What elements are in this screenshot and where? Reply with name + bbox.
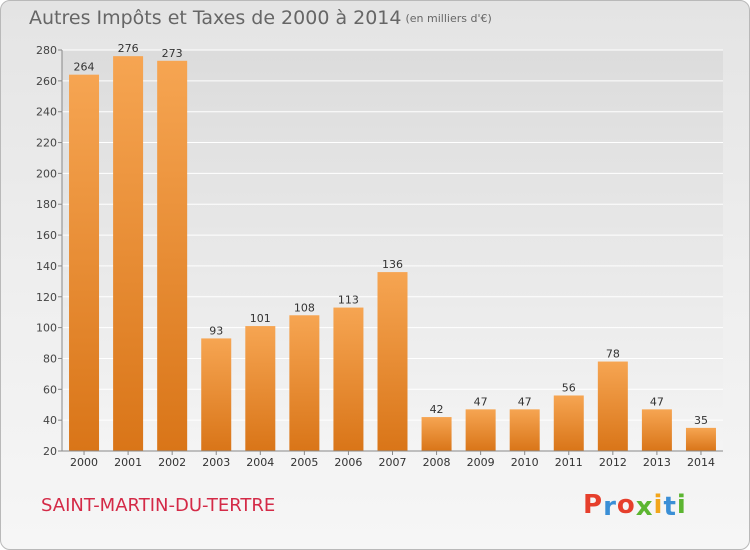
y-tick-label: 240 — [36, 106, 57, 119]
y-tick-label: 160 — [36, 229, 57, 242]
bar-value-label: 101 — [250, 312, 271, 325]
y-tick-label: 100 — [36, 322, 57, 335]
logo-letter: i — [676, 490, 687, 520]
y-tick-label: 120 — [36, 291, 57, 304]
y-tick-label: 80 — [43, 352, 57, 365]
bar — [465, 409, 496, 451]
y-tick-label: 20 — [43, 445, 57, 458]
bar — [113, 56, 144, 452]
x-tick-label: 2013 — [643, 456, 671, 469]
y-tick-label: 60 — [43, 383, 57, 396]
x-tick-label: 2008 — [423, 456, 451, 469]
bar — [509, 409, 540, 451]
logo-letter: x — [635, 492, 654, 522]
logo-letter: P — [583, 490, 604, 520]
bar — [157, 60, 188, 452]
bar — [333, 307, 364, 451]
bar-value-label: 273 — [162, 47, 183, 60]
x-tick-label: 2014 — [687, 456, 715, 469]
bar-value-label: 264 — [74, 61, 95, 74]
proxiti-logo: Proxiti — [583, 490, 687, 522]
y-tick-label: 140 — [36, 260, 57, 273]
chart-unit: (en milliers d'€) — [405, 12, 492, 25]
bar — [421, 417, 452, 451]
x-tick-label: 2009 — [467, 456, 495, 469]
bar-value-label: 136 — [382, 258, 403, 271]
chart-title-text: Autres Impôts et Taxes de 2000 à 2014 — [29, 7, 402, 29]
x-tick-label: 2003 — [202, 456, 230, 469]
y-tick-label: 200 — [36, 167, 57, 180]
bar — [245, 326, 276, 451]
bar — [377, 272, 408, 451]
bar — [553, 395, 584, 451]
bar — [641, 409, 672, 451]
bar-value-label: 276 — [118, 42, 139, 55]
x-tick-label: 2011 — [555, 456, 583, 469]
bar — [201, 338, 232, 451]
x-tick-label: 2005 — [290, 456, 318, 469]
bar-value-label: 42 — [430, 403, 444, 416]
x-tick-label: 2006 — [334, 456, 362, 469]
bar-value-label: 35 — [694, 414, 708, 427]
x-tick-label: 2001 — [114, 456, 142, 469]
commune-name: SAINT-MARTIN-DU-TERTRE — [41, 495, 276, 516]
bar-value-label: 108 — [294, 301, 315, 314]
y-tick-label: 280 — [36, 44, 57, 57]
y-tick-label: 220 — [36, 137, 57, 150]
bar — [69, 74, 100, 451]
x-tick-label: 2004 — [246, 456, 274, 469]
x-tick-label: 2007 — [379, 456, 407, 469]
x-tick-label: 2000 — [70, 456, 98, 469]
bar — [685, 427, 716, 451]
bar-value-label: 47 — [650, 395, 664, 408]
logo-letter: o — [616, 490, 636, 520]
bar-value-label: 47 — [518, 395, 532, 408]
bar-value-label: 113 — [338, 294, 359, 307]
bar-value-label: 78 — [606, 348, 620, 361]
bar-value-label: 47 — [474, 395, 488, 408]
logo-letter: i — [653, 490, 664, 520]
bar — [597, 361, 628, 451]
y-tick-label: 180 — [36, 198, 57, 211]
logo-letter: t — [663, 492, 677, 522]
y-tick-label: 260 — [36, 75, 57, 88]
logo-letter: r — [603, 492, 617, 522]
x-tick-label: 2012 — [599, 456, 627, 469]
y-tick-label: 40 — [43, 414, 57, 427]
bar — [289, 315, 320, 451]
chart-title: Autres Impôts et Taxes de 2000 à 2014 (en… — [29, 7, 492, 29]
x-tick-label: 2002 — [158, 456, 186, 469]
bar-value-label: 56 — [562, 381, 576, 394]
bar-value-label: 93 — [209, 324, 223, 337]
x-tick-label: 2010 — [511, 456, 539, 469]
